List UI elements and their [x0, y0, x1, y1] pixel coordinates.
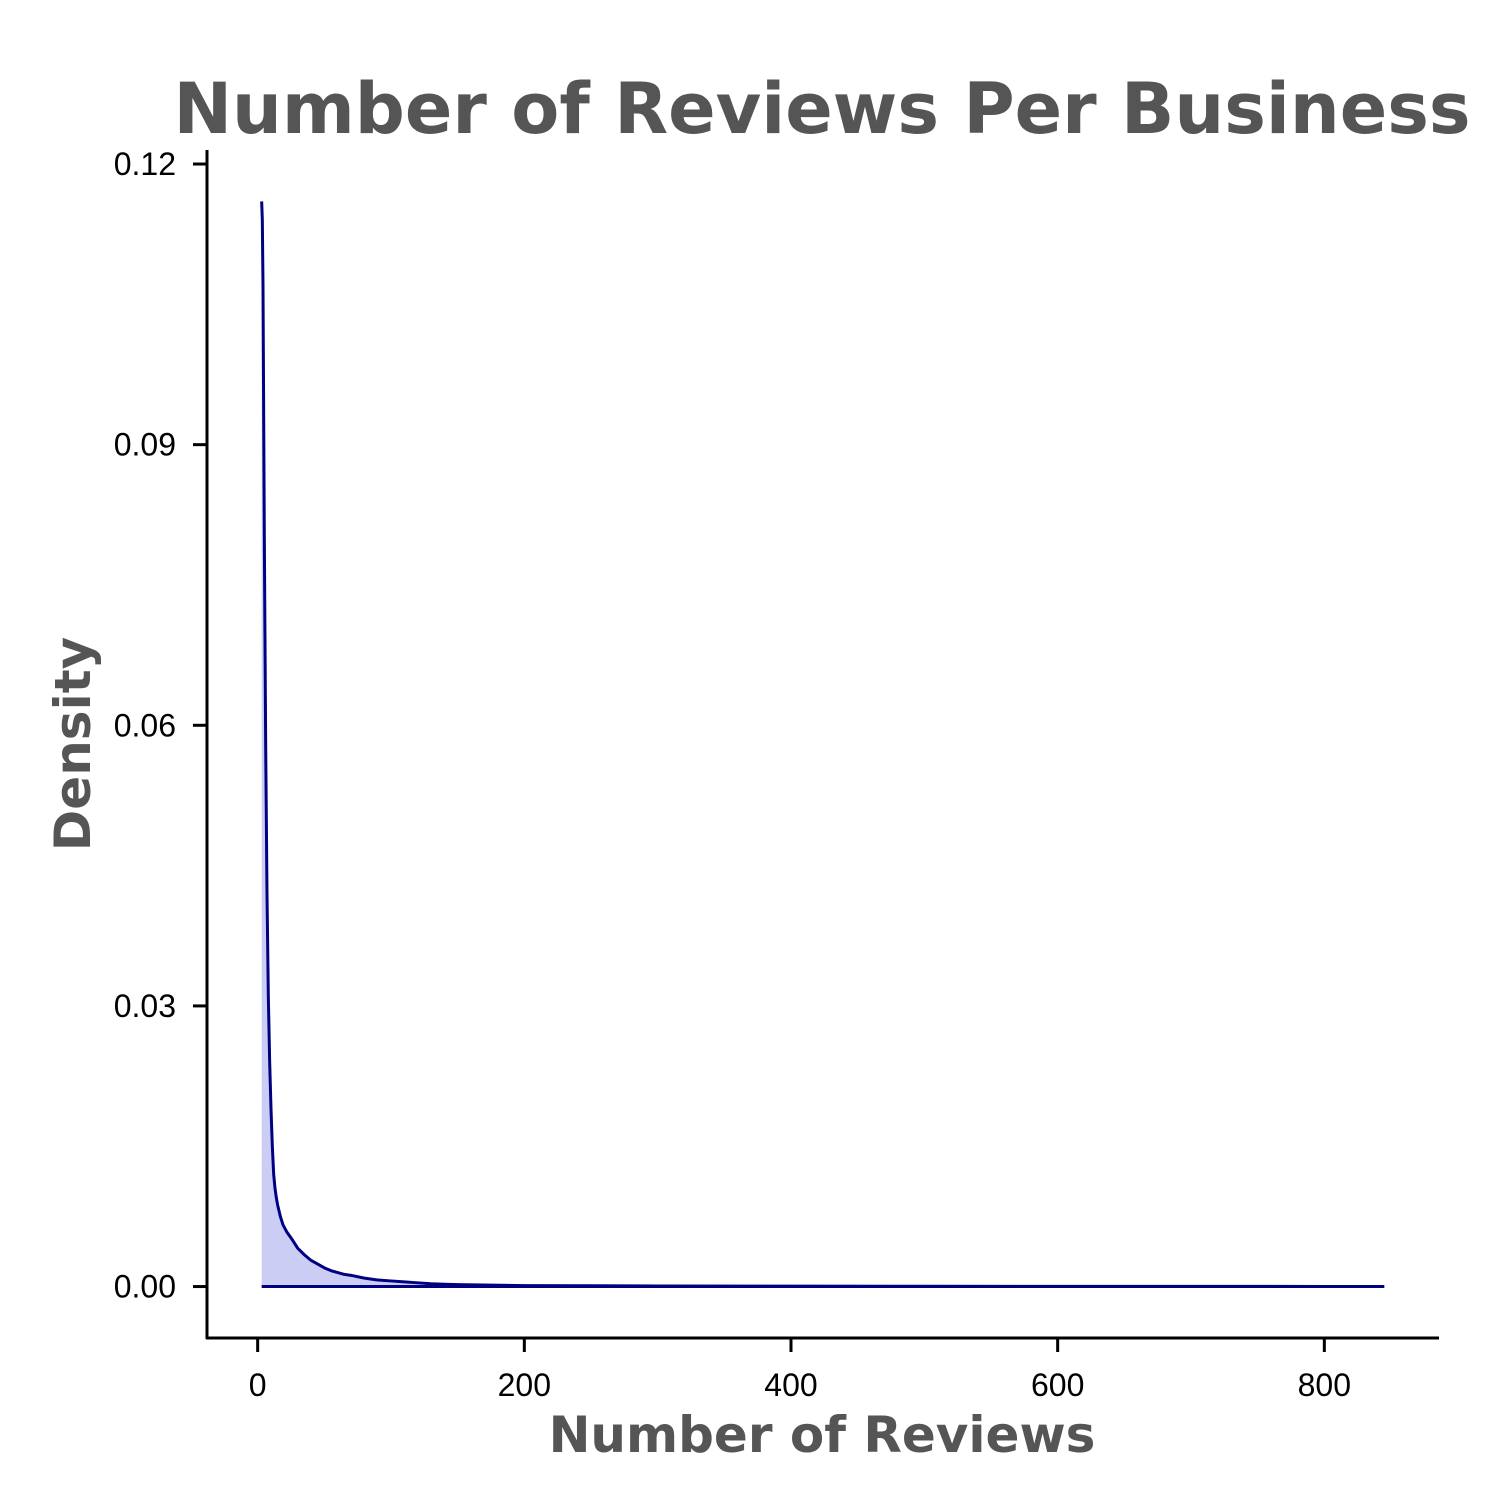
x-axis-title: Number of Reviews — [549, 1406, 1096, 1464]
x-tick-label: 200 — [498, 1367, 551, 1403]
y-tick-label: 0.03 — [114, 988, 176, 1024]
density-area-fill — [261, 201, 1385, 1287]
x-tick-label: 600 — [1031, 1367, 1084, 1403]
density-line — [260, 201, 1385, 1289]
y-tick-label: 0.06 — [114, 707, 176, 743]
y-axis-ticks: 0.00 0.03 0.06 0.09 0.12 — [114, 146, 207, 1305]
x-tick-label: 800 — [1298, 1367, 1351, 1403]
y-axis-title: Density — [44, 637, 102, 851]
y-tick-label: 0.00 — [114, 1269, 176, 1305]
y-tick-label: 0.12 — [114, 146, 176, 182]
x-tick-label: 400 — [764, 1367, 817, 1403]
chart-title: Number of Reviews Per Business — [173, 68, 1470, 150]
plot-area — [260, 201, 1385, 1289]
y-tick-label: 0.09 — [114, 427, 176, 463]
x-tick-label: 0 — [249, 1367, 267, 1403]
x-axis-ticks: 0 200 400 600 800 — [249, 1338, 1351, 1403]
